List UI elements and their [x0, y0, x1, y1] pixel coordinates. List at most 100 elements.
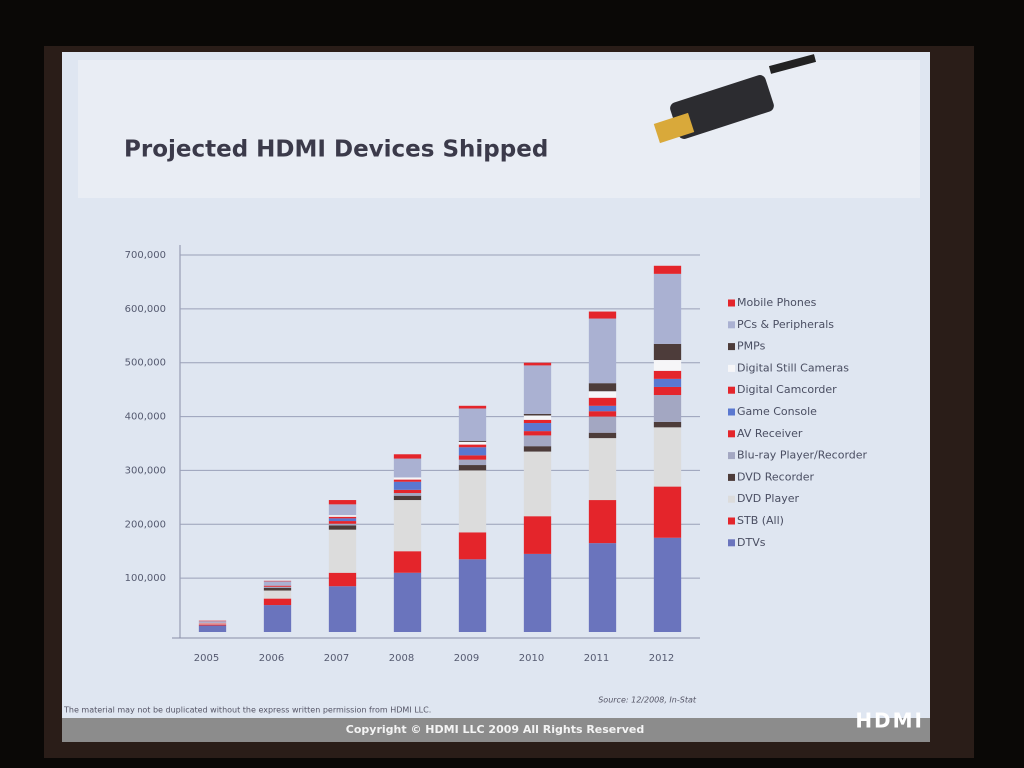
y-tick-label: 500,000 — [125, 358, 166, 369]
bar-segment — [263, 598, 292, 606]
x-tick-label: 2008 — [389, 653, 414, 664]
legend-label: PCs & Peripherals — [737, 318, 834, 331]
bar-segment — [653, 370, 682, 379]
bar-segment — [328, 518, 357, 522]
y-tick-label: 100,000 — [125, 573, 166, 584]
x-tick-label: 2007 — [324, 653, 349, 664]
bar-segment — [393, 481, 422, 490]
bar-segment — [523, 365, 552, 414]
bar-segment — [653, 486, 682, 538]
bar-segment — [393, 493, 422, 496]
legend-label: DTVs — [737, 536, 766, 549]
bar-segment — [588, 391, 617, 398]
bar-segment — [328, 515, 357, 517]
x-tick-label: 2012 — [649, 653, 674, 664]
legend-label: Blu-ray Player/Recorder — [737, 449, 868, 462]
bar-segment — [653, 395, 682, 422]
bar-segment — [393, 551, 422, 573]
bar-segment — [328, 504, 357, 516]
bar-segment — [263, 586, 292, 588]
hdmi-cable-icon — [653, 54, 817, 144]
bar-segment — [328, 572, 357, 587]
chart-title: Projected HDMI Devices Shipped — [124, 137, 548, 163]
bar-segment — [653, 421, 682, 428]
bar-segment — [393, 479, 422, 482]
bar-segment — [458, 405, 487, 409]
title-band — [78, 60, 920, 198]
legend-label: Game Console — [737, 405, 817, 418]
bar-segment — [653, 378, 682, 387]
bar-segment — [523, 423, 552, 432]
bar-segment — [393, 489, 422, 494]
legend-label: Digital Camcorder — [737, 383, 837, 396]
bar-segment — [523, 451, 552, 517]
legend-label: DVD Recorder — [737, 470, 815, 483]
bar-segment — [653, 537, 682, 632]
bar-segment — [523, 419, 552, 424]
x-tick-label: 2005 — [194, 653, 219, 664]
cable — [768, 54, 817, 74]
hdmi-logo: HDMI — [855, 709, 924, 733]
bar-segment — [653, 386, 682, 396]
y-tick-label: 600,000 — [125, 304, 166, 315]
bar-segment — [588, 383, 617, 392]
bar-segment — [198, 621, 227, 623]
bar-segment — [588, 500, 617, 544]
bar-segment — [393, 477, 422, 480]
bar-segment — [588, 397, 617, 406]
bar-segment — [328, 529, 357, 573]
legend-swatch — [728, 321, 735, 329]
legend-label: Digital Still Cameras — [737, 361, 849, 374]
bar-segment — [653, 273, 682, 344]
legend-swatch — [728, 495, 735, 503]
bar-segment — [263, 605, 292, 632]
legend-swatch — [728, 539, 735, 547]
legend-swatch — [728, 517, 735, 525]
bar-segment — [588, 416, 617, 433]
legend-swatch — [728, 299, 735, 307]
y-tick-label: 700,000 — [125, 250, 166, 261]
bar-segment — [198, 623, 227, 625]
bar-segment — [393, 454, 422, 459]
bar-segment — [328, 516, 357, 519]
bar-segment — [328, 525, 357, 530]
x-tick-label: 2011 — [584, 653, 609, 664]
bar-segment — [198, 622, 227, 624]
bar-segment — [523, 431, 552, 436]
bar-segment — [588, 438, 617, 501]
bar-segment — [458, 444, 487, 448]
footer-band — [62, 718, 930, 742]
bar-segment — [458, 532, 487, 560]
bar-segment — [328, 523, 357, 526]
bar-segment — [198, 620, 227, 622]
bar-segment — [263, 590, 292, 599]
bar-segment — [523, 553, 552, 632]
bar-segment — [653, 360, 682, 371]
footer-text: Copyright © HDMI LLC 2009 All Rights Res… — [346, 723, 644, 736]
bar-segment — [653, 427, 682, 487]
bar-segment — [198, 625, 227, 632]
bar-segment — [523, 435, 552, 447]
x-tick-label: 2010 — [519, 653, 544, 664]
plug — [670, 75, 774, 139]
legend-swatch — [728, 343, 735, 351]
legend-swatch — [728, 364, 735, 372]
bar-segment — [523, 413, 552, 416]
legend-label: STB (All) — [737, 514, 784, 527]
bar-segment — [523, 362, 552, 366]
bar-segment — [458, 459, 487, 466]
bar-segment — [653, 265, 682, 274]
bar-segment — [263, 585, 292, 587]
bar-segment — [588, 432, 617, 439]
legend-label: AV Receiver — [737, 427, 803, 440]
bar-segment — [198, 624, 227, 626]
source-note: Source: 12/2008, In-Stat — [598, 696, 697, 705]
plug-tip — [653, 112, 695, 144]
bar-segment — [523, 446, 552, 452]
x-tick-label: 2006 — [259, 653, 284, 664]
bar-segment — [588, 411, 617, 417]
legend-label: DVD Player — [737, 492, 799, 505]
bar-segment — [393, 458, 422, 478]
bar-segment — [393, 572, 422, 632]
